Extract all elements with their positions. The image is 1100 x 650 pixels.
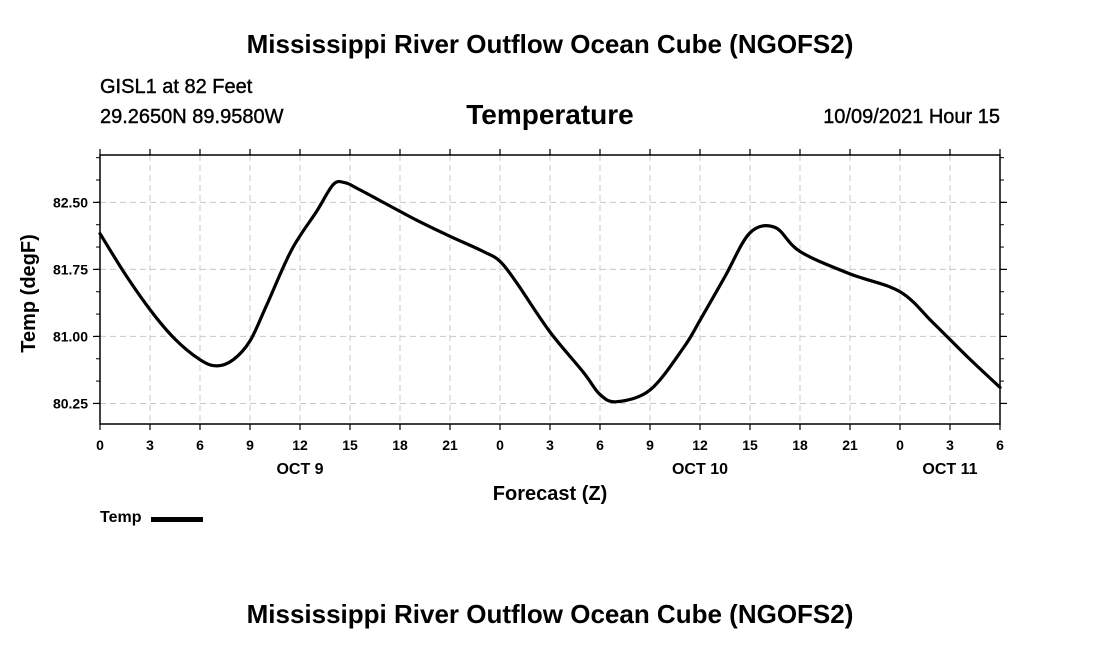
x-tick-label: 9	[246, 437, 254, 453]
y-tick-label: 82.50	[53, 194, 88, 210]
forecast-datetime: 10/09/2021 Hour 15	[823, 106, 1000, 128]
x-tick-label: 18	[392, 437, 408, 453]
y-tick-label: 80.25	[53, 395, 88, 411]
day-label: OCT 11	[922, 461, 977, 478]
x-tick-label: 12	[692, 437, 708, 453]
main-title: Mississippi River Outflow Ocean Cube (NG…	[246, 29, 854, 59]
day-label: OCT 9	[276, 461, 323, 478]
legend-label: Temp	[100, 509, 142, 526]
x-tick-label: 3	[146, 437, 154, 453]
legend-swatch	[151, 516, 204, 522]
day-label: OCT 10	[672, 461, 728, 478]
y-tick-label: 81.00	[53, 328, 88, 344]
x-tick-label: 9	[646, 437, 654, 453]
y-tick-label: 81.75	[53, 261, 88, 277]
x-tick-label: 12	[292, 437, 308, 453]
x-tick-label: 15	[742, 437, 758, 453]
y-axis-label: Temp (degF)	[18, 234, 40, 353]
x-tick-label: 21	[842, 437, 858, 453]
legend: Temp	[100, 509, 204, 527]
x-tick-label: 0	[96, 437, 104, 453]
series-line-temp	[98, 179, 1002, 404]
chart-title: Temperature	[466, 99, 634, 130]
footer-title: Mississippi River Outflow Ocean Cube (NG…	[246, 599, 854, 629]
series-layer	[98, 179, 1002, 404]
x-tick-label: 6	[996, 437, 1004, 453]
tick-labels: 0 3 6 9 12 15 18 21 0 3 6 9 12 15 18 21 0 3 6 80.25 81.00 81.…	[53, 194, 1004, 478]
x-tick-label: 3	[546, 437, 554, 453]
x-tick-label: 3	[946, 437, 954, 453]
x-tick-label: 6	[196, 437, 204, 453]
x-axis-label: Forecast (Z)	[493, 483, 607, 505]
x-tick-label: 0	[496, 437, 504, 453]
grid	[100, 155, 1000, 424]
station-coordinates: 29.2650N 89.9580W	[100, 106, 284, 128]
x-tick-label: 0	[896, 437, 904, 453]
ticks	[93, 149, 1007, 430]
x-tick-label: 21	[442, 437, 458, 453]
station-label: GISL1 at 82 Feet	[100, 76, 253, 98]
x-tick-label: 18	[792, 437, 808, 453]
x-tick-label: 6	[596, 437, 604, 453]
x-tick-label: 15	[342, 437, 358, 453]
